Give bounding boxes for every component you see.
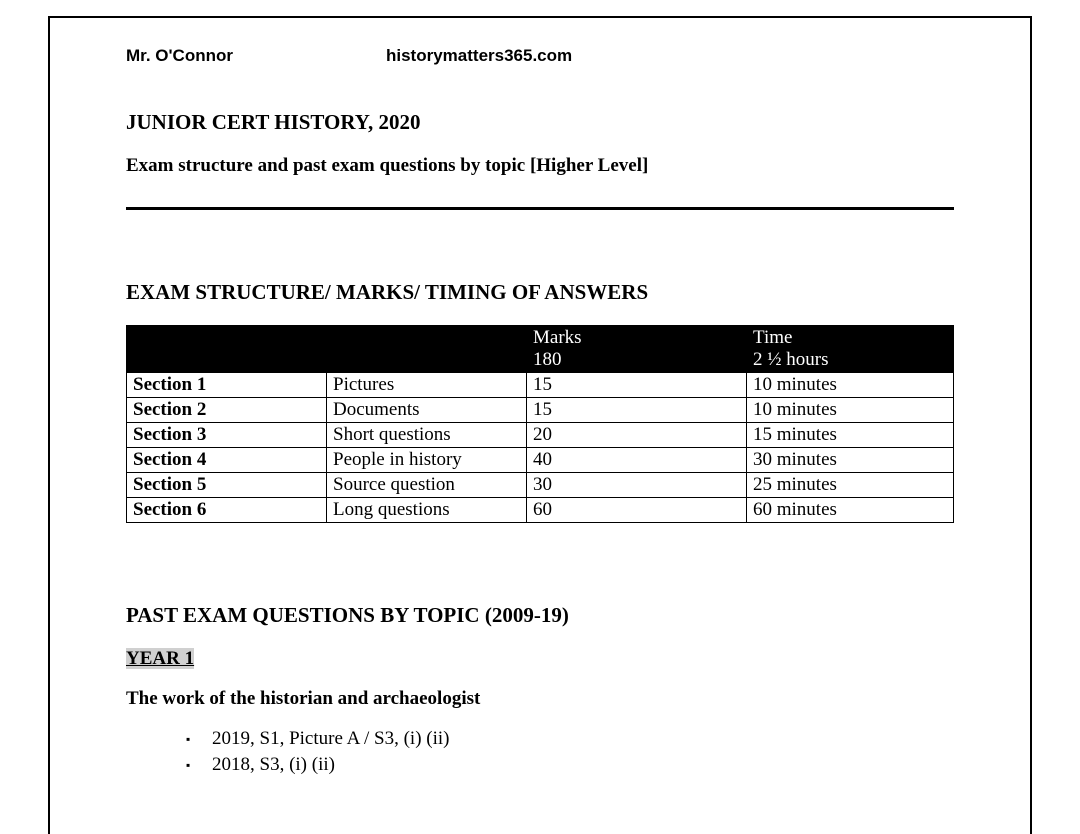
document-title: JUNIOR CERT HISTORY, 2020 — [126, 110, 954, 135]
list-item: 2018, S3, (i) (ii) — [186, 752, 954, 778]
desc-cell: Short questions — [327, 423, 527, 448]
time-cell: 60 minutes — [747, 498, 954, 523]
exam-structure-table: Marks 180 Time 2 ½ hours Section 1 Pictu… — [126, 325, 954, 523]
document-subtitle: Exam structure and past exam questions b… — [126, 155, 954, 177]
question-list: 2019, S1, Picture A / S3, (i) (ii) 2018,… — [126, 726, 954, 777]
time-cell: 30 minutes — [747, 448, 954, 473]
marks-cell: 40 — [527, 448, 747, 473]
time-cell: 25 minutes — [747, 473, 954, 498]
exam-structure-heading: EXAM STRUCTURE/ MARKS/ TIMING OF ANSWERS — [126, 280, 954, 305]
marks-cell: 60 — [527, 498, 747, 523]
document-page: Mr. O'Connor historymatters365.com JUNIO… — [48, 16, 1032, 834]
time-cell: 15 minutes — [747, 423, 954, 448]
table-row: Section 5 Source question 30 25 minutes — [127, 473, 954, 498]
desc-cell: Source question — [327, 473, 527, 498]
table-header-blank — [127, 325, 327, 373]
topic-title: The work of the historian and archaeolog… — [126, 688, 954, 710]
time-label: Time — [753, 327, 792, 348]
time-cell: 10 minutes — [747, 373, 954, 398]
section-cell: Section 1 — [127, 373, 327, 398]
time-total: 2 ½ hours — [753, 349, 828, 370]
desc-cell: People in history — [327, 448, 527, 473]
section-cell: Section 6 — [127, 498, 327, 523]
table-row: Section 2 Documents 15 10 minutes — [127, 398, 954, 423]
section-cell: Section 4 — [127, 448, 327, 473]
table-row: Section 4 People in history 40 30 minute… — [127, 448, 954, 473]
marks-cell: 30 — [527, 473, 747, 498]
marks-cell: 15 — [527, 398, 747, 423]
table-row: Section 3 Short questions 20 15 minutes — [127, 423, 954, 448]
marks-cell: 20 — [527, 423, 747, 448]
table-header-row: Marks 180 Time 2 ½ hours — [127, 325, 954, 373]
past-questions-heading: PAST EXAM QUESTIONS BY TOPIC (2009-19) — [126, 603, 954, 628]
desc-cell: Long questions — [327, 498, 527, 523]
desc-cell: Documents — [327, 398, 527, 423]
marks-label: Marks — [533, 327, 582, 348]
document-header: Mr. O'Connor historymatters365.com — [126, 46, 954, 66]
table-header-time: Time 2 ½ hours — [747, 325, 954, 373]
marks-total: 180 — [533, 349, 562, 370]
table-body: Section 1 Pictures 15 10 minutes Section… — [127, 373, 954, 523]
table-header-blank — [327, 325, 527, 373]
site-name: historymatters365.com — [386, 46, 954, 66]
list-item: 2019, S1, Picture A / S3, (i) (ii) — [186, 726, 954, 752]
author-name: Mr. O'Connor — [126, 46, 386, 66]
table-header-marks: Marks 180 — [527, 325, 747, 373]
section-cell: Section 5 — [127, 473, 327, 498]
table-row: Section 6 Long questions 60 60 minutes — [127, 498, 954, 523]
marks-cell: 15 — [527, 373, 747, 398]
time-cell: 10 minutes — [747, 398, 954, 423]
divider — [126, 207, 954, 210]
section-cell: Section 2 — [127, 398, 327, 423]
year-label: YEAR 1 — [126, 648, 194, 669]
year-label-container: YEAR 1 — [126, 648, 954, 670]
section-cell: Section 3 — [127, 423, 327, 448]
desc-cell: Pictures — [327, 373, 527, 398]
table-row: Section 1 Pictures 15 10 minutes — [127, 373, 954, 398]
